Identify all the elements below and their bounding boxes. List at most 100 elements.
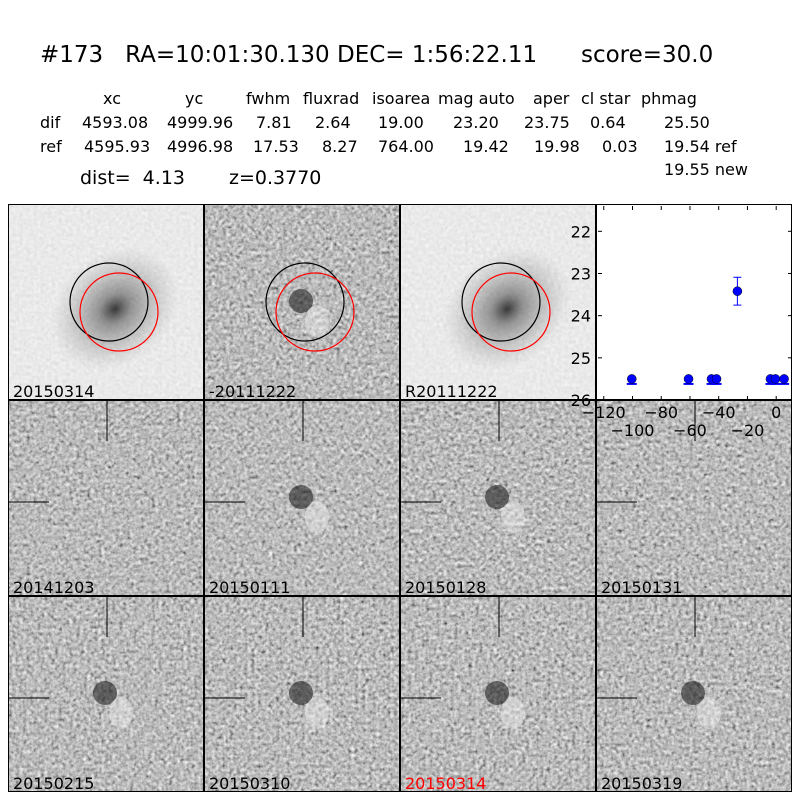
bright-residual	[501, 697, 525, 729]
y-tick-label: 25	[571, 349, 591, 368]
image-stamp[interactable]: 20150314	[400, 596, 596, 792]
stamp-image	[9, 205, 203, 399]
table-cell: 17.53	[253, 137, 299, 156]
column-header: yc	[185, 89, 204, 108]
column-header: mag auto	[438, 89, 515, 108]
stamp-image	[401, 597, 595, 791]
image-stamp[interactable]: 20141203	[8, 400, 204, 596]
dark-source	[289, 485, 313, 509]
light-curve-plot: −120 −100 −80 −60 −40 −20 0 22 23 24 25 26	[571, 204, 792, 440]
image-stamp[interactable]: 20150215	[8, 596, 204, 792]
table-cell: 19.98	[534, 137, 580, 156]
data-point	[732, 286, 743, 296]
table-cell: 19.54 ref	[664, 137, 737, 156]
table-cell: 19.42	[463, 137, 509, 156]
x-tick-label: 0	[771, 403, 781, 422]
x-tick-label: −40	[702, 403, 736, 422]
x-tick-label: −120	[582, 403, 626, 422]
image-stamp[interactable]: 20150314	[8, 204, 204, 400]
candidate-circle	[79, 272, 159, 352]
data-point	[711, 374, 722, 384]
stamp-date-label: -20111222	[209, 382, 297, 400]
x-tick-label: −60	[673, 421, 707, 440]
stamp-image	[597, 401, 791, 595]
phmag-new: 19.55 new	[664, 160, 748, 179]
y-tick-label: 23	[571, 264, 591, 283]
table-cell: 4595.93	[84, 137, 151, 156]
stamp-date-label: 20150215	[13, 774, 95, 792]
dark-source	[485, 485, 509, 509]
table-cell: 0.64	[590, 113, 626, 132]
stamp-image	[205, 401, 399, 595]
column-header: xc	[103, 89, 121, 108]
row-label: dif	[40, 113, 61, 132]
candidate-circle	[471, 272, 551, 352]
ref-circle	[265, 262, 345, 342]
stamp-image	[9, 401, 203, 595]
x-tick-label: −80	[644, 403, 678, 422]
stamp-image	[205, 597, 399, 791]
dist-text: dist= 4.13	[80, 167, 185, 189]
redshift-text: z=0.3770	[229, 167, 322, 189]
bright-residual	[305, 501, 329, 533]
image-stamp[interactable]: R20111222	[400, 204, 596, 400]
bright-residual	[305, 305, 329, 337]
table-cell: 7.81	[256, 113, 292, 132]
stamp-date-label: 20150314	[13, 382, 95, 400]
row-label: ref	[40, 137, 62, 156]
stamp-date-label: 20150319	[601, 774, 683, 792]
data-point	[627, 374, 637, 384]
bright-residual	[697, 697, 721, 729]
table-cell: 19.00	[378, 113, 424, 132]
stamp-date-label: 20150111	[209, 578, 291, 596]
image-stamp[interactable]: 20150131	[596, 400, 792, 596]
stamp-date-label: 20150128	[405, 578, 487, 596]
stamp-date-label: 20141203	[13, 578, 95, 596]
table-cell: 4999.96	[167, 113, 234, 132]
y-tick-label: 24	[571, 307, 591, 326]
stamp-date-label: R20111222	[405, 382, 498, 400]
y-tick-label: 26	[571, 391, 591, 410]
image-stamp[interactable]: 20150128	[400, 400, 596, 596]
bright-residual	[109, 697, 133, 729]
column-header: phmag	[641, 89, 697, 108]
bright-residual	[501, 501, 525, 533]
data-point	[683, 374, 694, 384]
ref-circle	[461, 262, 541, 342]
table-cell: 23.20	[453, 113, 499, 132]
table-cell: 2.64	[315, 113, 351, 132]
light-curve-svg: −120−100−80−60−40−20 0 22 23 24 25 26	[571, 206, 792, 440]
page-title: #173 RA=10:01:30.130 DEC= 1:56:22.11 sco…	[40, 42, 714, 68]
stamp-image	[205, 205, 399, 399]
ref-circle	[69, 262, 149, 342]
table-cell: 0.03	[602, 137, 638, 156]
image-stamp[interactable]: 20150310	[204, 596, 400, 792]
image-stamp[interactable]: 20150111	[204, 400, 400, 596]
table-cell: 25.50	[664, 113, 710, 132]
dark-source	[289, 681, 313, 705]
stamp-image	[9, 597, 203, 791]
stamp-image	[597, 597, 791, 791]
data-point	[770, 374, 781, 384]
column-header: isoarea	[372, 89, 431, 108]
column-header: fwhm	[246, 89, 291, 108]
dark-source	[681, 681, 705, 705]
table-cell: 23.75	[524, 113, 570, 132]
table-cell: 8.27	[322, 137, 358, 156]
image-stamp[interactable]: 20150319	[596, 596, 792, 792]
table-cell: 4593.08	[82, 113, 149, 132]
x-tick-label: −100	[611, 421, 655, 440]
stamp-image	[401, 205, 595, 399]
table-cell: 764.00	[378, 137, 434, 156]
y-tick-label: 22	[571, 222, 591, 241]
stamp-image	[401, 401, 595, 595]
image-stamp[interactable]: -20111222	[204, 204, 400, 400]
dark-source	[289, 289, 313, 313]
stamp-date-label: 20150310	[209, 774, 291, 792]
x-tick-label: −20	[731, 421, 765, 440]
column-header: fluxrad	[303, 89, 360, 108]
dark-source	[93, 681, 117, 705]
column-header: aper	[533, 89, 570, 108]
dark-source	[485, 681, 509, 705]
